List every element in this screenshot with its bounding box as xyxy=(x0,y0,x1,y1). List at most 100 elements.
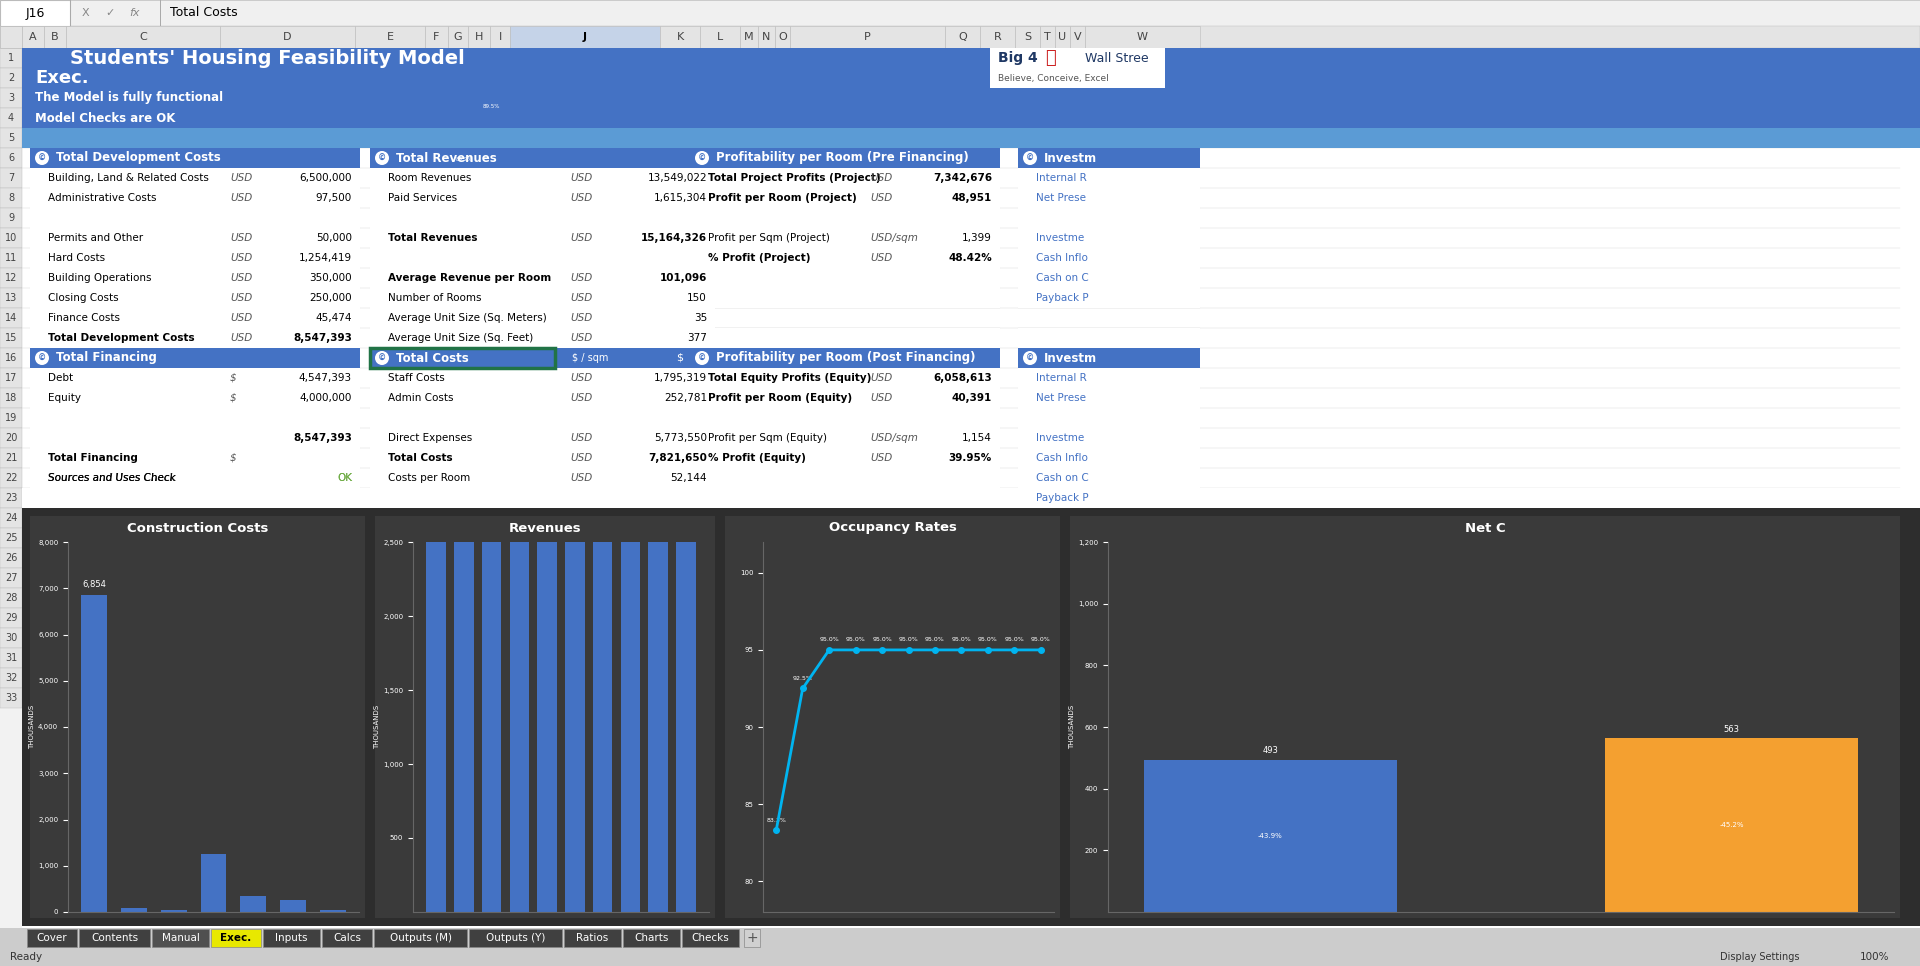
Text: Finance Costs: Finance Costs xyxy=(48,313,119,323)
Text: 6,854: 6,854 xyxy=(83,581,106,589)
Bar xyxy=(371,228,714,248)
Text: 5: 5 xyxy=(8,133,13,143)
Bar xyxy=(221,26,355,48)
Text: USD: USD xyxy=(230,313,252,323)
Text: Total Revenues: Total Revenues xyxy=(396,152,497,164)
Text: 88.2%: 88.2% xyxy=(428,288,445,294)
Text: Net Prese: Net Prese xyxy=(1037,193,1087,203)
Bar xyxy=(676,0,695,912)
Text: J: J xyxy=(584,32,588,42)
Bar xyxy=(374,516,714,918)
Text: Direct Expenses: Direct Expenses xyxy=(388,433,472,443)
Bar xyxy=(1018,248,1200,268)
Bar xyxy=(0,148,21,168)
Bar xyxy=(161,910,186,912)
Bar xyxy=(0,128,21,148)
Bar xyxy=(31,488,361,508)
Text: S: S xyxy=(1023,32,1031,42)
Bar xyxy=(426,0,445,912)
Bar xyxy=(726,516,1060,918)
Bar xyxy=(0,468,21,488)
Bar xyxy=(371,168,714,188)
Text: Room Revenues: Room Revenues xyxy=(388,173,472,183)
Text: Charts: Charts xyxy=(634,933,668,943)
Text: USD/sqm: USD/sqm xyxy=(870,433,918,443)
Text: 28: 28 xyxy=(6,593,17,603)
Bar xyxy=(689,428,1000,448)
Text: ©: © xyxy=(697,354,707,362)
Bar xyxy=(482,0,501,912)
Text: USD: USD xyxy=(870,373,893,383)
Bar xyxy=(0,528,21,548)
Text: Profit per Sqm (Project): Profit per Sqm (Project) xyxy=(708,233,829,243)
Text: $: $ xyxy=(230,373,236,383)
Text: O: O xyxy=(778,32,787,42)
Bar xyxy=(371,448,714,468)
Text: Payback P: Payback P xyxy=(1037,493,1089,503)
Text: Average Unit Size (Sq. Feet): Average Unit Size (Sq. Feet) xyxy=(388,333,534,343)
Text: I: I xyxy=(499,32,501,42)
Text: Closing Costs: Closing Costs xyxy=(48,293,119,303)
Bar xyxy=(0,608,21,628)
Bar xyxy=(152,929,209,947)
Y-axis label: THOUSANDS: THOUSANDS xyxy=(1069,705,1075,749)
Text: Internal R: Internal R xyxy=(1037,173,1087,183)
Text: Believe, Conceive, Excel: Believe, Conceive, Excel xyxy=(998,73,1108,82)
Text: USD: USD xyxy=(570,273,591,283)
Bar xyxy=(31,468,361,488)
Bar xyxy=(31,228,361,248)
Bar xyxy=(31,168,361,188)
Text: +: + xyxy=(747,931,758,945)
Bar xyxy=(1605,738,1859,912)
Text: D: D xyxy=(284,32,292,42)
Text: 16: 16 xyxy=(6,353,17,363)
Bar xyxy=(1018,368,1200,388)
Text: 24: 24 xyxy=(6,513,17,523)
Text: F: F xyxy=(434,32,440,42)
Bar xyxy=(31,328,361,348)
Text: 1,399: 1,399 xyxy=(962,233,993,243)
Bar xyxy=(1018,148,1200,168)
Text: USD: USD xyxy=(230,293,252,303)
Text: 30: 30 xyxy=(6,633,17,643)
Text: 23: 23 xyxy=(6,493,17,503)
Text: ©: © xyxy=(38,154,46,162)
Text: 10: 10 xyxy=(6,233,17,243)
Bar xyxy=(0,408,21,428)
Bar xyxy=(689,148,1000,168)
Bar xyxy=(593,0,612,912)
Text: P: P xyxy=(864,32,872,42)
Text: 2: 2 xyxy=(8,73,13,83)
Bar xyxy=(1018,408,1200,428)
Text: Profit per Room (Project): Profit per Room (Project) xyxy=(708,193,856,203)
Text: Investm: Investm xyxy=(1044,152,1096,164)
Bar xyxy=(0,428,21,448)
Bar xyxy=(31,368,361,388)
Text: $ / sqm: $ / sqm xyxy=(572,353,609,363)
Bar xyxy=(240,895,267,912)
Bar xyxy=(0,348,21,368)
Text: Big 4: Big 4 xyxy=(998,51,1037,65)
Bar xyxy=(0,68,21,88)
Text: ✓: ✓ xyxy=(106,8,115,18)
Text: -45.2%: -45.2% xyxy=(1718,822,1743,828)
Text: % Profit (Equity): % Profit (Equity) xyxy=(708,453,806,463)
Bar xyxy=(0,288,21,308)
Bar xyxy=(371,248,714,268)
Bar xyxy=(1018,208,1200,228)
Text: Profitability per Room (Post Financing): Profitability per Room (Post Financing) xyxy=(716,352,975,364)
Bar xyxy=(371,328,714,348)
Text: Administrative Costs: Administrative Costs xyxy=(48,193,157,203)
Bar xyxy=(0,568,21,588)
Text: E: E xyxy=(386,32,394,42)
Bar xyxy=(371,148,714,168)
Bar xyxy=(689,328,1000,348)
Text: 95.0%: 95.0% xyxy=(820,638,839,642)
Bar xyxy=(323,929,372,947)
Text: 1,795,319: 1,795,319 xyxy=(655,373,707,383)
Text: 1,254,419: 1,254,419 xyxy=(300,253,351,263)
Text: Revenues: Revenues xyxy=(509,522,582,534)
Bar xyxy=(1018,448,1200,468)
Text: 25: 25 xyxy=(4,533,17,543)
Text: USD: USD xyxy=(570,193,591,203)
